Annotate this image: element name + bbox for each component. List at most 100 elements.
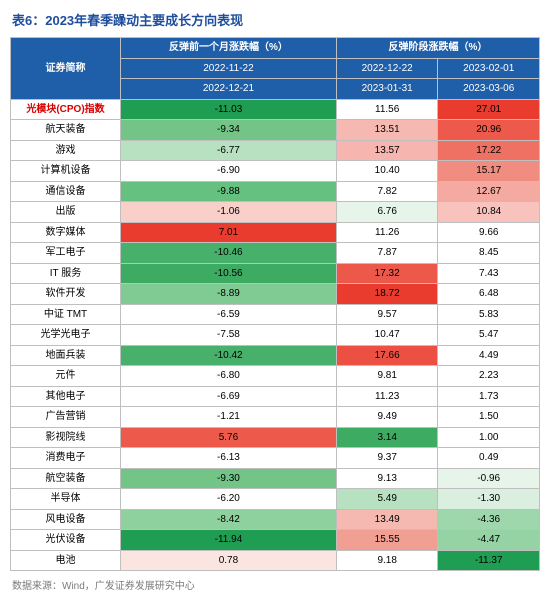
value-cell: 9.13 <box>336 468 438 489</box>
col-group-prebounce: 反弹前一个月涨跌幅（%） <box>121 38 337 59</box>
table-row: 中证 TMT-6.599.575.83 <box>11 304 540 325</box>
data-source: 数据来源：Wind，广发证券发展研究中心 <box>12 577 540 592</box>
value-cell: -11.03 <box>121 99 337 120</box>
value-cell: 0.49 <box>438 448 540 469</box>
value-cell: -8.89 <box>121 284 337 305</box>
security-name-cell: 航空装备 <box>11 468 121 489</box>
value-cell: -6.20 <box>121 489 337 510</box>
value-cell: -9.88 <box>121 181 337 202</box>
value-cell: -10.42 <box>121 345 337 366</box>
security-name-cell: 风电设备 <box>11 509 121 530</box>
table-row: 其他电子-6.6911.231.73 <box>11 386 540 407</box>
table-row: 元件-6.809.812.23 <box>11 366 540 387</box>
value-cell: -6.77 <box>121 140 337 161</box>
value-cell: -8.42 <box>121 509 337 530</box>
security-name-cell: 出版 <box>11 202 121 223</box>
table-row: 航空装备-9.309.13-0.96 <box>11 468 540 489</box>
value-cell: -4.47 <box>438 530 540 551</box>
security-name-cell: 影视院线 <box>11 427 121 448</box>
security-name-cell: 其他电子 <box>11 386 121 407</box>
value-cell: 9.81 <box>336 366 438 387</box>
value-cell: 9.66 <box>438 222 540 243</box>
table-row: 软件开发-8.8918.726.48 <box>11 284 540 305</box>
table-row: 航天装备-9.3413.5120.96 <box>11 120 540 141</box>
security-name-cell: IT 服务 <box>11 263 121 284</box>
col-security-name: 证券简称 <box>11 38 121 100</box>
table-row: 游戏-6.7713.5717.22 <box>11 140 540 161</box>
value-cell: 20.96 <box>438 120 540 141</box>
table-title: 表6：2023年春季躁动主要成长方向表现 <box>12 10 540 29</box>
value-cell: -9.30 <box>121 468 337 489</box>
value-cell: -0.96 <box>438 468 540 489</box>
value-cell: 9.49 <box>336 407 438 428</box>
value-cell: 7.01 <box>121 222 337 243</box>
table-row: 风电设备-8.4213.49-4.36 <box>11 509 540 530</box>
table-row: 计算机设备-6.9010.4015.17 <box>11 161 540 182</box>
value-cell: 7.87 <box>336 243 438 264</box>
security-name-cell: 通信设备 <box>11 181 121 202</box>
table-row: 光学光电子-7.5810.475.47 <box>11 325 540 346</box>
security-name-cell: 消费电子 <box>11 448 121 469</box>
table-row: 光模块(CPO)指数-11.0311.5627.01 <box>11 99 540 120</box>
security-name-cell: 地面兵装 <box>11 345 121 366</box>
table-row: 出版-1.066.7610.84 <box>11 202 540 223</box>
security-name-cell: 光模块(CPO)指数 <box>11 99 121 120</box>
value-cell: 10.47 <box>336 325 438 346</box>
col-group-bounce: 反弹阶段涨跌幅（%） <box>336 38 539 59</box>
value-cell: 9.57 <box>336 304 438 325</box>
security-name-cell: 元件 <box>11 366 121 387</box>
value-cell: -6.90 <box>121 161 337 182</box>
value-cell: 5.47 <box>438 325 540 346</box>
value-cell: 15.55 <box>336 530 438 551</box>
value-cell: 7.82 <box>336 181 438 202</box>
value-cell: -1.06 <box>121 202 337 223</box>
table-row: 通信设备-9.887.8212.67 <box>11 181 540 202</box>
value-cell: 10.40 <box>336 161 438 182</box>
security-name-cell: 半导体 <box>11 489 121 510</box>
security-name-cell: 军工电子 <box>11 243 121 264</box>
table-row: 影视院线5.763.141.00 <box>11 427 540 448</box>
value-cell: 9.37 <box>336 448 438 469</box>
value-cell: 2.23 <box>438 366 540 387</box>
value-cell: 15.17 <box>438 161 540 182</box>
value-cell: 11.26 <box>336 222 438 243</box>
value-cell: -10.56 <box>121 263 337 284</box>
table-row: 半导体-6.205.49-1.30 <box>11 489 540 510</box>
value-cell: -4.36 <box>438 509 540 530</box>
value-cell: -6.69 <box>121 386 337 407</box>
value-cell: 11.56 <box>336 99 438 120</box>
security-name-cell: 软件开发 <box>11 284 121 305</box>
growth-table: 证券简称 反弹前一个月涨跌幅（%） 反弹阶段涨跌幅（%） 2022-11-22 … <box>10 37 540 571</box>
table-row: 军工电子-10.467.878.45 <box>11 243 540 264</box>
value-cell: 5.83 <box>438 304 540 325</box>
value-cell: -6.13 <box>121 448 337 469</box>
value-cell: 10.84 <box>438 202 540 223</box>
value-cell: 9.18 <box>336 550 438 571</box>
value-cell: 1.50 <box>438 407 540 428</box>
value-cell: -11.37 <box>438 550 540 571</box>
value-cell: -11.94 <box>121 530 337 551</box>
value-cell: 27.01 <box>438 99 540 120</box>
period2-end: 2023-01-31 <box>336 79 438 100</box>
value-cell: 11.23 <box>336 386 438 407</box>
period3-end: 2023-03-06 <box>438 79 540 100</box>
table-row: IT 服务-10.5617.327.43 <box>11 263 540 284</box>
value-cell: 17.32 <box>336 263 438 284</box>
value-cell: 4.49 <box>438 345 540 366</box>
value-cell: -9.34 <box>121 120 337 141</box>
table-row: 广告营销-1.219.491.50 <box>11 407 540 428</box>
period1-start: 2022-11-22 <box>121 58 337 79</box>
value-cell: -7.58 <box>121 325 337 346</box>
value-cell: 6.76 <box>336 202 438 223</box>
security-name-cell: 数字媒体 <box>11 222 121 243</box>
value-cell: -1.30 <box>438 489 540 510</box>
value-cell: 13.51 <box>336 120 438 141</box>
security-name-cell: 光伏设备 <box>11 530 121 551</box>
security-name-cell: 电池 <box>11 550 121 571</box>
value-cell: -6.80 <box>121 366 337 387</box>
value-cell: 7.43 <box>438 263 540 284</box>
period2-start: 2022-12-22 <box>336 58 438 79</box>
security-name-cell: 游戏 <box>11 140 121 161</box>
period1-end: 2022-12-21 <box>121 79 337 100</box>
value-cell: -1.21 <box>121 407 337 428</box>
